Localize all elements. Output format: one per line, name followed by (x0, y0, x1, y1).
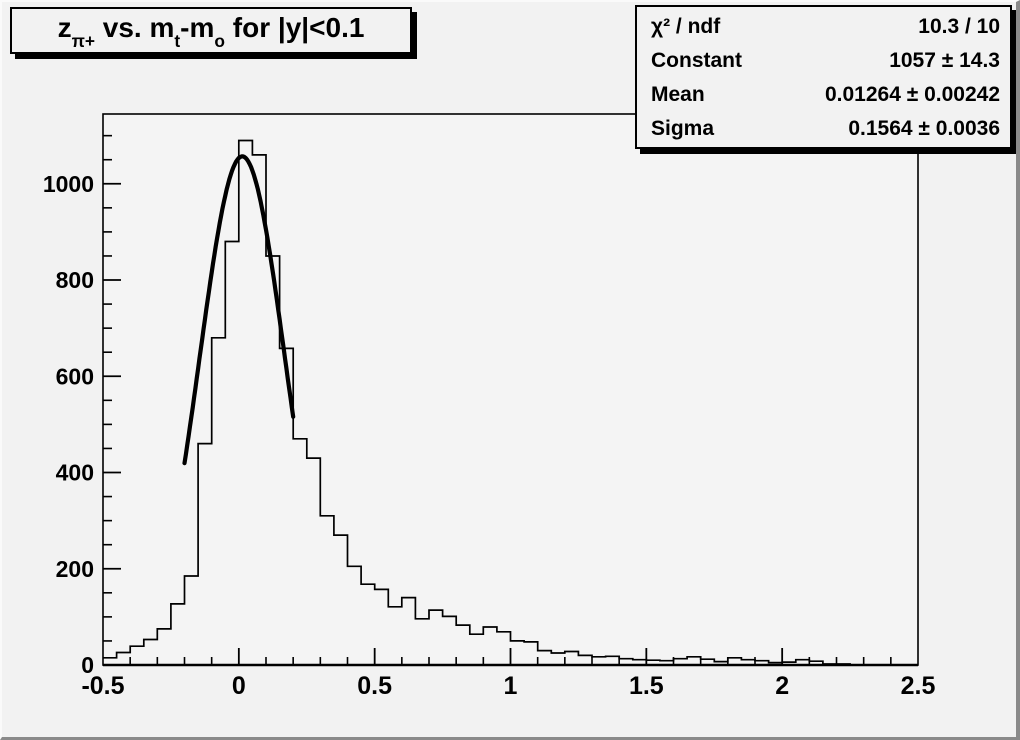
stats-label: χ² / ndf (651, 14, 721, 38)
gaussian-fit-curve (182, 154, 296, 466)
svg-text:0: 0 (232, 672, 246, 700)
svg-text:2: 2 (775, 672, 789, 700)
svg-text:1.5: 1.5 (629, 672, 664, 700)
svg-text:800: 800 (56, 267, 94, 293)
svg-text:1: 1 (504, 672, 518, 700)
stats-label: Sigma (651, 116, 715, 140)
svg-text:0: 0 (81, 652, 94, 678)
x-axis-tick-labels: -0.5 0 0.5 1 1.5 2 2.5 (81, 672, 935, 700)
fit-stats-box: χ² / ndf 10.3 / 10 Constant 1057 ± 14.3 … (635, 5, 1012, 149)
y-axis-minor-ticks (103, 134, 112, 642)
stats-row-mean: Mean 0.01264 ± 0.00242 (637, 84, 1010, 105)
stats-value: 0.1564 ± 0.0036 (848, 116, 1000, 140)
svg-text:600: 600 (56, 363, 94, 389)
svg-text:400: 400 (56, 460, 94, 486)
y-axis-major-ticks (103, 182, 121, 570)
stats-row-sigma: Sigma 0.1564 ± 0.0036 (637, 118, 1010, 139)
stats-value: 10.3 / 10 (918, 14, 1000, 38)
histogram-step-line (103, 139, 918, 666)
svg-text:0.5: 0.5 (357, 672, 392, 700)
stats-row-constant: Constant 1057 ± 14.3 (637, 50, 1010, 71)
y-axis-tick-labels: 0 200 400 600 800 1000 (43, 171, 94, 678)
stats-row-chi2: χ² / ndf 10.3 / 10 (637, 16, 1010, 37)
svg-text:1000: 1000 (43, 171, 94, 197)
stats-label: Mean (651, 82, 705, 106)
plot-title-text: zπ+ vs. mt-mo for |y|<0.1 (57, 12, 365, 51)
stats-value: 0.01264 ± 0.00242 (824, 82, 1000, 106)
stats-value: 1057 ± 14.3 (889, 48, 1000, 72)
svg-text:2.5: 2.5 (901, 672, 936, 700)
plot-title-box: zπ+ vs. mt-mo for |y|<0.1 (10, 7, 412, 54)
svg-text:-0.5: -0.5 (81, 672, 124, 700)
stats-label: Constant (651, 48, 742, 72)
svg-text:200: 200 (56, 556, 94, 582)
